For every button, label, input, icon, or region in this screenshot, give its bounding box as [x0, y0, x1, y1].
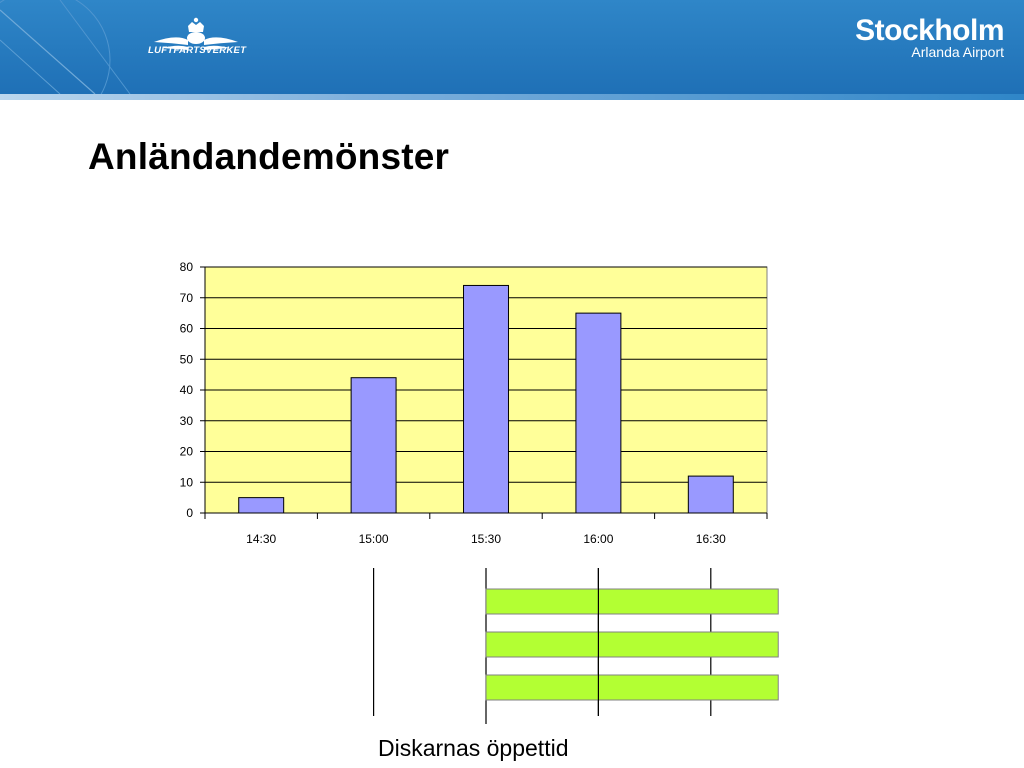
y-tick-label: 10	[180, 475, 194, 489]
agency-name: LUFTFARTSVERKET	[148, 45, 247, 56]
y-tick-label: 50	[180, 352, 194, 366]
header-band	[0, 94, 1024, 100]
y-tick-label: 40	[180, 383, 194, 397]
bar-1530	[463, 284, 509, 514]
x-tick-label: 14:30	[246, 532, 276, 546]
x-tick-label: 15:30	[471, 532, 501, 546]
y-tick-label: 20	[180, 445, 194, 459]
plot-layer: 0 10 20 30 40 50 60 70 80 14:30 15:00 15:30 16:00 16:…	[180, 260, 768, 546]
y-tick-label: 30	[180, 414, 194, 428]
bar-1430	[238, 497, 285, 514]
x-tick-label: 16:30	[696, 532, 726, 546]
page-title: Anländandemönster	[88, 136, 450, 177]
counter-open-bar	[485, 588, 779, 615]
brand-subtitle: Arlanda Airport	[911, 44, 1004, 60]
bar-1630	[687, 475, 734, 514]
counter-open-bar	[485, 631, 779, 658]
y-tick-label: 70	[180, 291, 194, 305]
counter-open-bar	[485, 674, 779, 701]
schedule-caption: Diskarnas öppettid	[378, 735, 569, 761]
x-tick-label: 15:00	[359, 532, 389, 546]
counter-schedule	[373, 568, 779, 724]
bar-1500	[350, 377, 397, 514]
x-tick-label: 16:00	[583, 532, 613, 546]
bar-1600	[575, 312, 622, 514]
brand-title: Stockholm	[855, 14, 1004, 47]
y-tick-label: 0	[186, 506, 193, 520]
y-tick-label: 80	[180, 260, 194, 274]
header-decoration	[0, 0, 131, 94]
slide-header: LUFTFARTSVERKET Stockholm Arlanda Airpor…	[0, 0, 1024, 94]
crown-wings-logo-icon	[154, 17, 238, 50]
y-tick-label: 60	[180, 322, 194, 336]
